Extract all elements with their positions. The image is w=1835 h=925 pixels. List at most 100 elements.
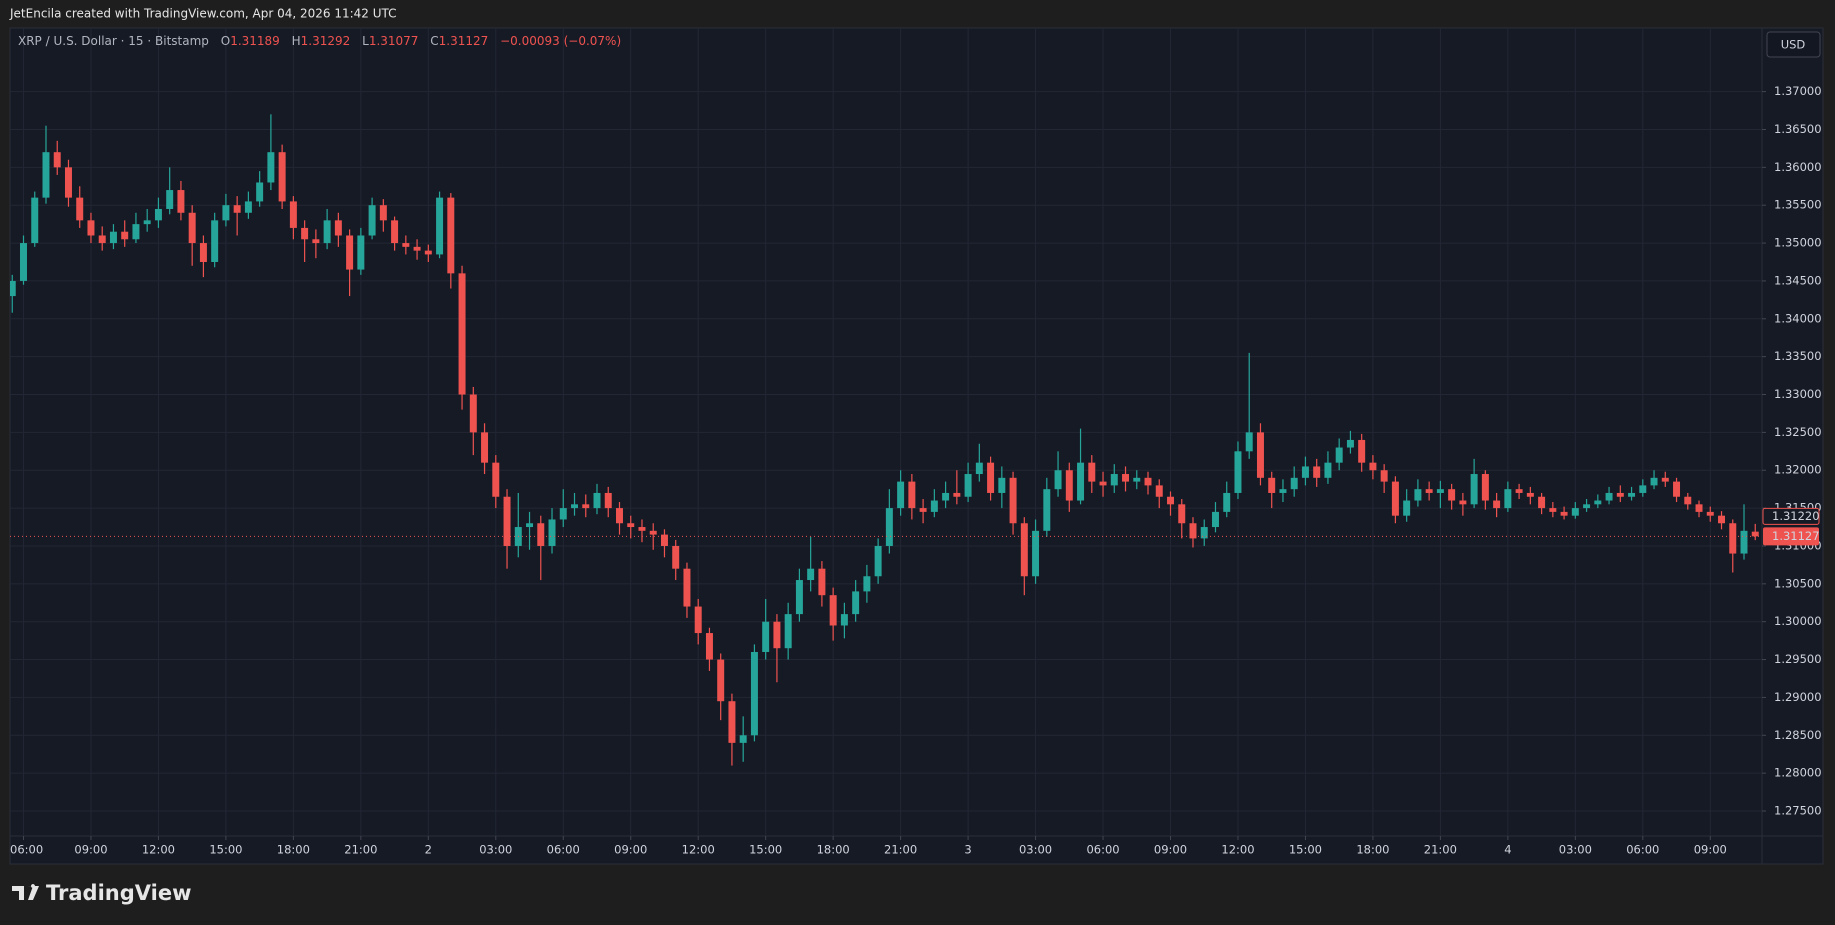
y-tick-label: 1.35000 bbox=[1774, 236, 1822, 250]
candle-body bbox=[177, 190, 185, 213]
candle-body bbox=[492, 462, 500, 497]
x-tick-label: 06:00 bbox=[1626, 843, 1659, 857]
y-tick-label: 1.28000 bbox=[1774, 766, 1822, 780]
candle-body bbox=[975, 462, 983, 475]
candle-body bbox=[1571, 508, 1579, 516]
candle-body bbox=[1504, 489, 1512, 509]
candle-body bbox=[1133, 477, 1141, 482]
candle-body bbox=[256, 182, 264, 202]
candle-body bbox=[784, 614, 792, 649]
candle-body bbox=[1043, 489, 1051, 531]
y-tick-label: 1.29500 bbox=[1774, 652, 1822, 666]
candle-body bbox=[1673, 481, 1681, 497]
candle-body bbox=[1369, 462, 1377, 471]
candles bbox=[10, 114, 1759, 766]
candle-body bbox=[1706, 511, 1714, 516]
candle-body bbox=[683, 568, 691, 607]
candle-body bbox=[289, 201, 297, 228]
candle-body bbox=[762, 621, 770, 652]
candle-body bbox=[53, 152, 61, 168]
candle-body bbox=[436, 197, 444, 255]
x-tick-label: 03:00 bbox=[479, 843, 512, 857]
candle-body bbox=[885, 508, 893, 546]
y-tick-label: 1.36000 bbox=[1774, 160, 1822, 174]
candle-body bbox=[1301, 466, 1309, 478]
candle-body bbox=[739, 735, 747, 743]
candle-body bbox=[750, 651, 758, 736]
candle-body bbox=[76, 197, 84, 221]
currency-button-box[interactable] bbox=[1766, 31, 1821, 58]
candle-body bbox=[1256, 432, 1264, 478]
x-tick-label: 06:00 bbox=[1086, 843, 1119, 857]
candle-body bbox=[357, 235, 365, 270]
candle-body bbox=[1088, 462, 1096, 482]
candle-body bbox=[773, 621, 781, 649]
x-tick-label: 18:00 bbox=[277, 843, 310, 857]
candle-body bbox=[1065, 470, 1073, 501]
candle-body bbox=[447, 197, 455, 274]
candle-body bbox=[413, 246, 421, 251]
candle-body bbox=[1594, 500, 1602, 505]
candle-body bbox=[897, 481, 905, 509]
candle-body bbox=[1740, 530, 1748, 554]
change: −0.00093 (−0.07%) bbox=[500, 34, 621, 48]
candle-body bbox=[1268, 477, 1276, 493]
x-tick-label: 15:00 bbox=[209, 843, 242, 857]
currency-button[interactable]: USD bbox=[1766, 31, 1821, 58]
x-tick-label: 21:00 bbox=[884, 843, 917, 857]
candle-body bbox=[267, 152, 275, 183]
y-tick-label: 1.32500 bbox=[1774, 425, 1822, 439]
candle-body bbox=[694, 606, 702, 634]
candle-body bbox=[1549, 508, 1557, 512]
y-tick-label: 1.33000 bbox=[1774, 387, 1822, 401]
candle-body bbox=[458, 273, 466, 395]
candle-body bbox=[942, 492, 950, 501]
candle-body bbox=[1054, 470, 1062, 490]
candle-body bbox=[20, 243, 27, 281]
logo-icon bbox=[12, 884, 39, 900]
candle-body bbox=[132, 224, 140, 240]
candle-body bbox=[1515, 489, 1523, 493]
candle-body bbox=[1211, 511, 1219, 528]
candle-body bbox=[1436, 489, 1444, 493]
candle-body bbox=[908, 481, 916, 509]
candle-body bbox=[616, 508, 623, 524]
candle-body bbox=[368, 205, 376, 236]
x-tick-label: 4 bbox=[1504, 843, 1511, 857]
candle-body bbox=[1358, 439, 1366, 463]
last-price-tag bbox=[1763, 527, 1819, 546]
y-tick-label: 1.27500 bbox=[1774, 804, 1822, 818]
grid bbox=[10, 28, 1762, 836]
candle-body bbox=[919, 508, 927, 512]
axes: 1.27500 1.28000 1.28500 1.29000 1.29500 1.300… bbox=[10, 84, 1822, 857]
candle-body bbox=[1234, 451, 1242, 493]
x-tick-label: 09:00 bbox=[1694, 843, 1727, 857]
header-text: JetEncila created with TradingView.com, … bbox=[9, 7, 397, 21]
candle-body bbox=[548, 519, 556, 546]
candle-body bbox=[346, 235, 354, 270]
candle-body bbox=[559, 508, 567, 520]
x-tick-label: 06:00 bbox=[547, 843, 580, 857]
candle-body bbox=[1167, 496, 1174, 505]
candle-body bbox=[1526, 492, 1534, 497]
ohlc-label: O bbox=[221, 34, 230, 48]
candle-body bbox=[930, 500, 938, 512]
candle-body bbox=[660, 534, 668, 546]
candle-body bbox=[1459, 500, 1467, 505]
candle-body bbox=[1538, 496, 1546, 509]
candle-body bbox=[1245, 432, 1253, 452]
currency-label[interactable]: USD bbox=[1781, 38, 1806, 52]
candle-body bbox=[1403, 500, 1411, 516]
candle-body bbox=[244, 201, 252, 213]
x-tick-label: 12:00 bbox=[1221, 843, 1254, 857]
y-tick-label: 1.35500 bbox=[1774, 198, 1822, 212]
candle-body bbox=[1560, 511, 1568, 516]
candle-body bbox=[604, 492, 612, 509]
candle-body bbox=[481, 432, 489, 463]
x-tick-label: 12:00 bbox=[682, 843, 715, 857]
last-price-label: 1.31127 bbox=[1772, 529, 1820, 543]
legend: XRP / U.S. Dollar · 15 · Bitstamp O1.311… bbox=[18, 34, 621, 48]
candle-body bbox=[728, 701, 736, 743]
y-tick-label: 1.33500 bbox=[1774, 349, 1822, 363]
